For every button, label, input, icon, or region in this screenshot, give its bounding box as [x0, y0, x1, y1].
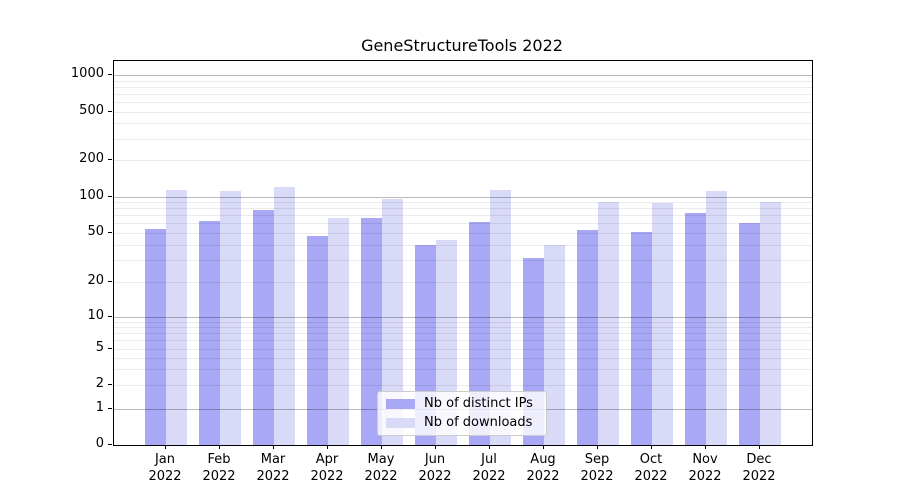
gridline-30 — [114, 260, 812, 262]
gridline-4 — [114, 357, 812, 359]
y-tick-label: 5 — [95, 339, 104, 355]
y-tick-mark — [108, 443, 112, 445]
gridline-8 — [114, 327, 812, 329]
gridline-900 — [114, 80, 812, 82]
bar-downloads-dec — [760, 201, 782, 445]
bar-ips-oct — [630, 231, 652, 445]
y-tick-mark — [108, 316, 112, 317]
x-tick-label-sep: Sep 2022 — [580, 451, 614, 484]
y-tick-mark — [108, 408, 112, 410]
bar-ips-dec — [738, 223, 760, 445]
gridline-1000 — [114, 75, 812, 76]
y-tick-label: 100 — [79, 188, 104, 203]
y-tick-mark — [108, 196, 112, 197]
bar-downloads-nov — [706, 191, 728, 445]
legend-swatch-distinct-ips — [386, 399, 415, 409]
gridline-80 — [114, 208, 812, 210]
gridline-90 — [114, 202, 812, 204]
gridline-200 — [114, 160, 812, 161]
bar-ips-sep — [576, 229, 598, 445]
gridline-20 — [114, 281, 812, 283]
y-tick-mark — [108, 231, 112, 233]
x-tick-label-apr: Apr 2022 — [310, 451, 344, 484]
bar-downloads-apr — [328, 218, 350, 445]
x-tick-label-mar: Mar 2022 — [256, 451, 290, 484]
bar-ips-nov — [684, 212, 706, 445]
chart-title: GeneStructureTools 2022 — [361, 36, 563, 55]
gridline-100 — [114, 197, 812, 198]
legend-row-distinct-ips: Nb of distinct IPs — [386, 396, 538, 412]
y-tick-label: 1000 — [70, 66, 104, 81]
bar-ips-apr — [306, 236, 328, 445]
y-tick-label: 10 — [87, 308, 104, 323]
y-tick-mark — [108, 384, 112, 386]
bar-downloads-jan — [166, 190, 188, 445]
bar-ips-jul — [468, 222, 490, 445]
x-tick-label-jan: Jan 2022 — [148, 451, 182, 484]
legend-label-downloads: Nb of downloads — [424, 415, 533, 430]
plot-area — [113, 59, 813, 446]
gridline-400 — [114, 123, 812, 125]
y-tick-mark — [108, 110, 112, 112]
x-tick-label-nov: Nov 2022 — [688, 451, 722, 484]
y-tick-label: 200 — [79, 151, 104, 166]
bar-downloads-feb — [220, 191, 242, 445]
gridline-700 — [114, 93, 812, 95]
x-tick-label-may: May 2022 — [364, 451, 398, 484]
legend-swatch-downloads — [386, 418, 415, 428]
x-tick-label-aug: Aug 2022 — [526, 451, 560, 484]
bar-downloads-mar — [274, 186, 296, 445]
y-tick-label: 50 — [87, 223, 104, 239]
bar-downloads-oct — [652, 203, 674, 445]
gridline-9 — [114, 321, 812, 323]
gridline-7 — [114, 333, 812, 335]
gridline-50 — [114, 232, 812, 234]
y-tick-label: 20 — [87, 272, 104, 288]
bar-downloads-jul — [490, 190, 512, 445]
y-tick-mark — [108, 74, 112, 75]
legend: Nb of distinct IPs Nb of downloads — [377, 391, 547, 436]
y-tick-label: 0 — [95, 435, 104, 451]
gridline-800 — [114, 86, 812, 88]
y-tick-mark — [108, 347, 112, 349]
x-tick-label-jul: Jul 2022 — [472, 451, 506, 484]
y-tick-label: 2 — [95, 376, 104, 392]
bar-downloads-sep — [598, 202, 620, 445]
bar-ips-mar — [252, 209, 274, 445]
x-tick-label-oct: Oct 2022 — [634, 451, 668, 484]
x-tick-label-feb: Feb 2022 — [202, 451, 236, 484]
x-tick-label-jun: Jun 2022 — [418, 451, 452, 484]
gridline-60 — [114, 223, 812, 225]
gridline-600 — [114, 102, 812, 104]
gridline-40 — [114, 244, 812, 246]
legend-label-distinct-ips: Nb of distinct IPs — [424, 396, 533, 411]
y-tick-mark — [108, 159, 112, 160]
y-tick-mark — [108, 280, 112, 282]
bar-ips-jan — [144, 228, 166, 445]
gridline-6 — [114, 340, 812, 342]
gridline-70 — [114, 215, 812, 217]
gridline-500 — [114, 111, 812, 113]
bar-ips-may — [360, 217, 382, 445]
x-tick-label-dec: Dec 2022 — [742, 451, 776, 484]
bar-downloads-aug — [544, 244, 566, 445]
gridline-300 — [114, 138, 812, 140]
legend-row-downloads: Nb of downloads — [386, 415, 538, 431]
gridline-10 — [114, 317, 812, 318]
bar-downloads-may — [382, 199, 404, 445]
gridline-5 — [114, 348, 812, 350]
gridline-3 — [114, 369, 812, 371]
y-tick-label: 500 — [79, 102, 104, 118]
gridline-2 — [114, 385, 812, 387]
y-tick-label: 1 — [95, 400, 104, 416]
bar-ips-feb — [198, 220, 220, 445]
